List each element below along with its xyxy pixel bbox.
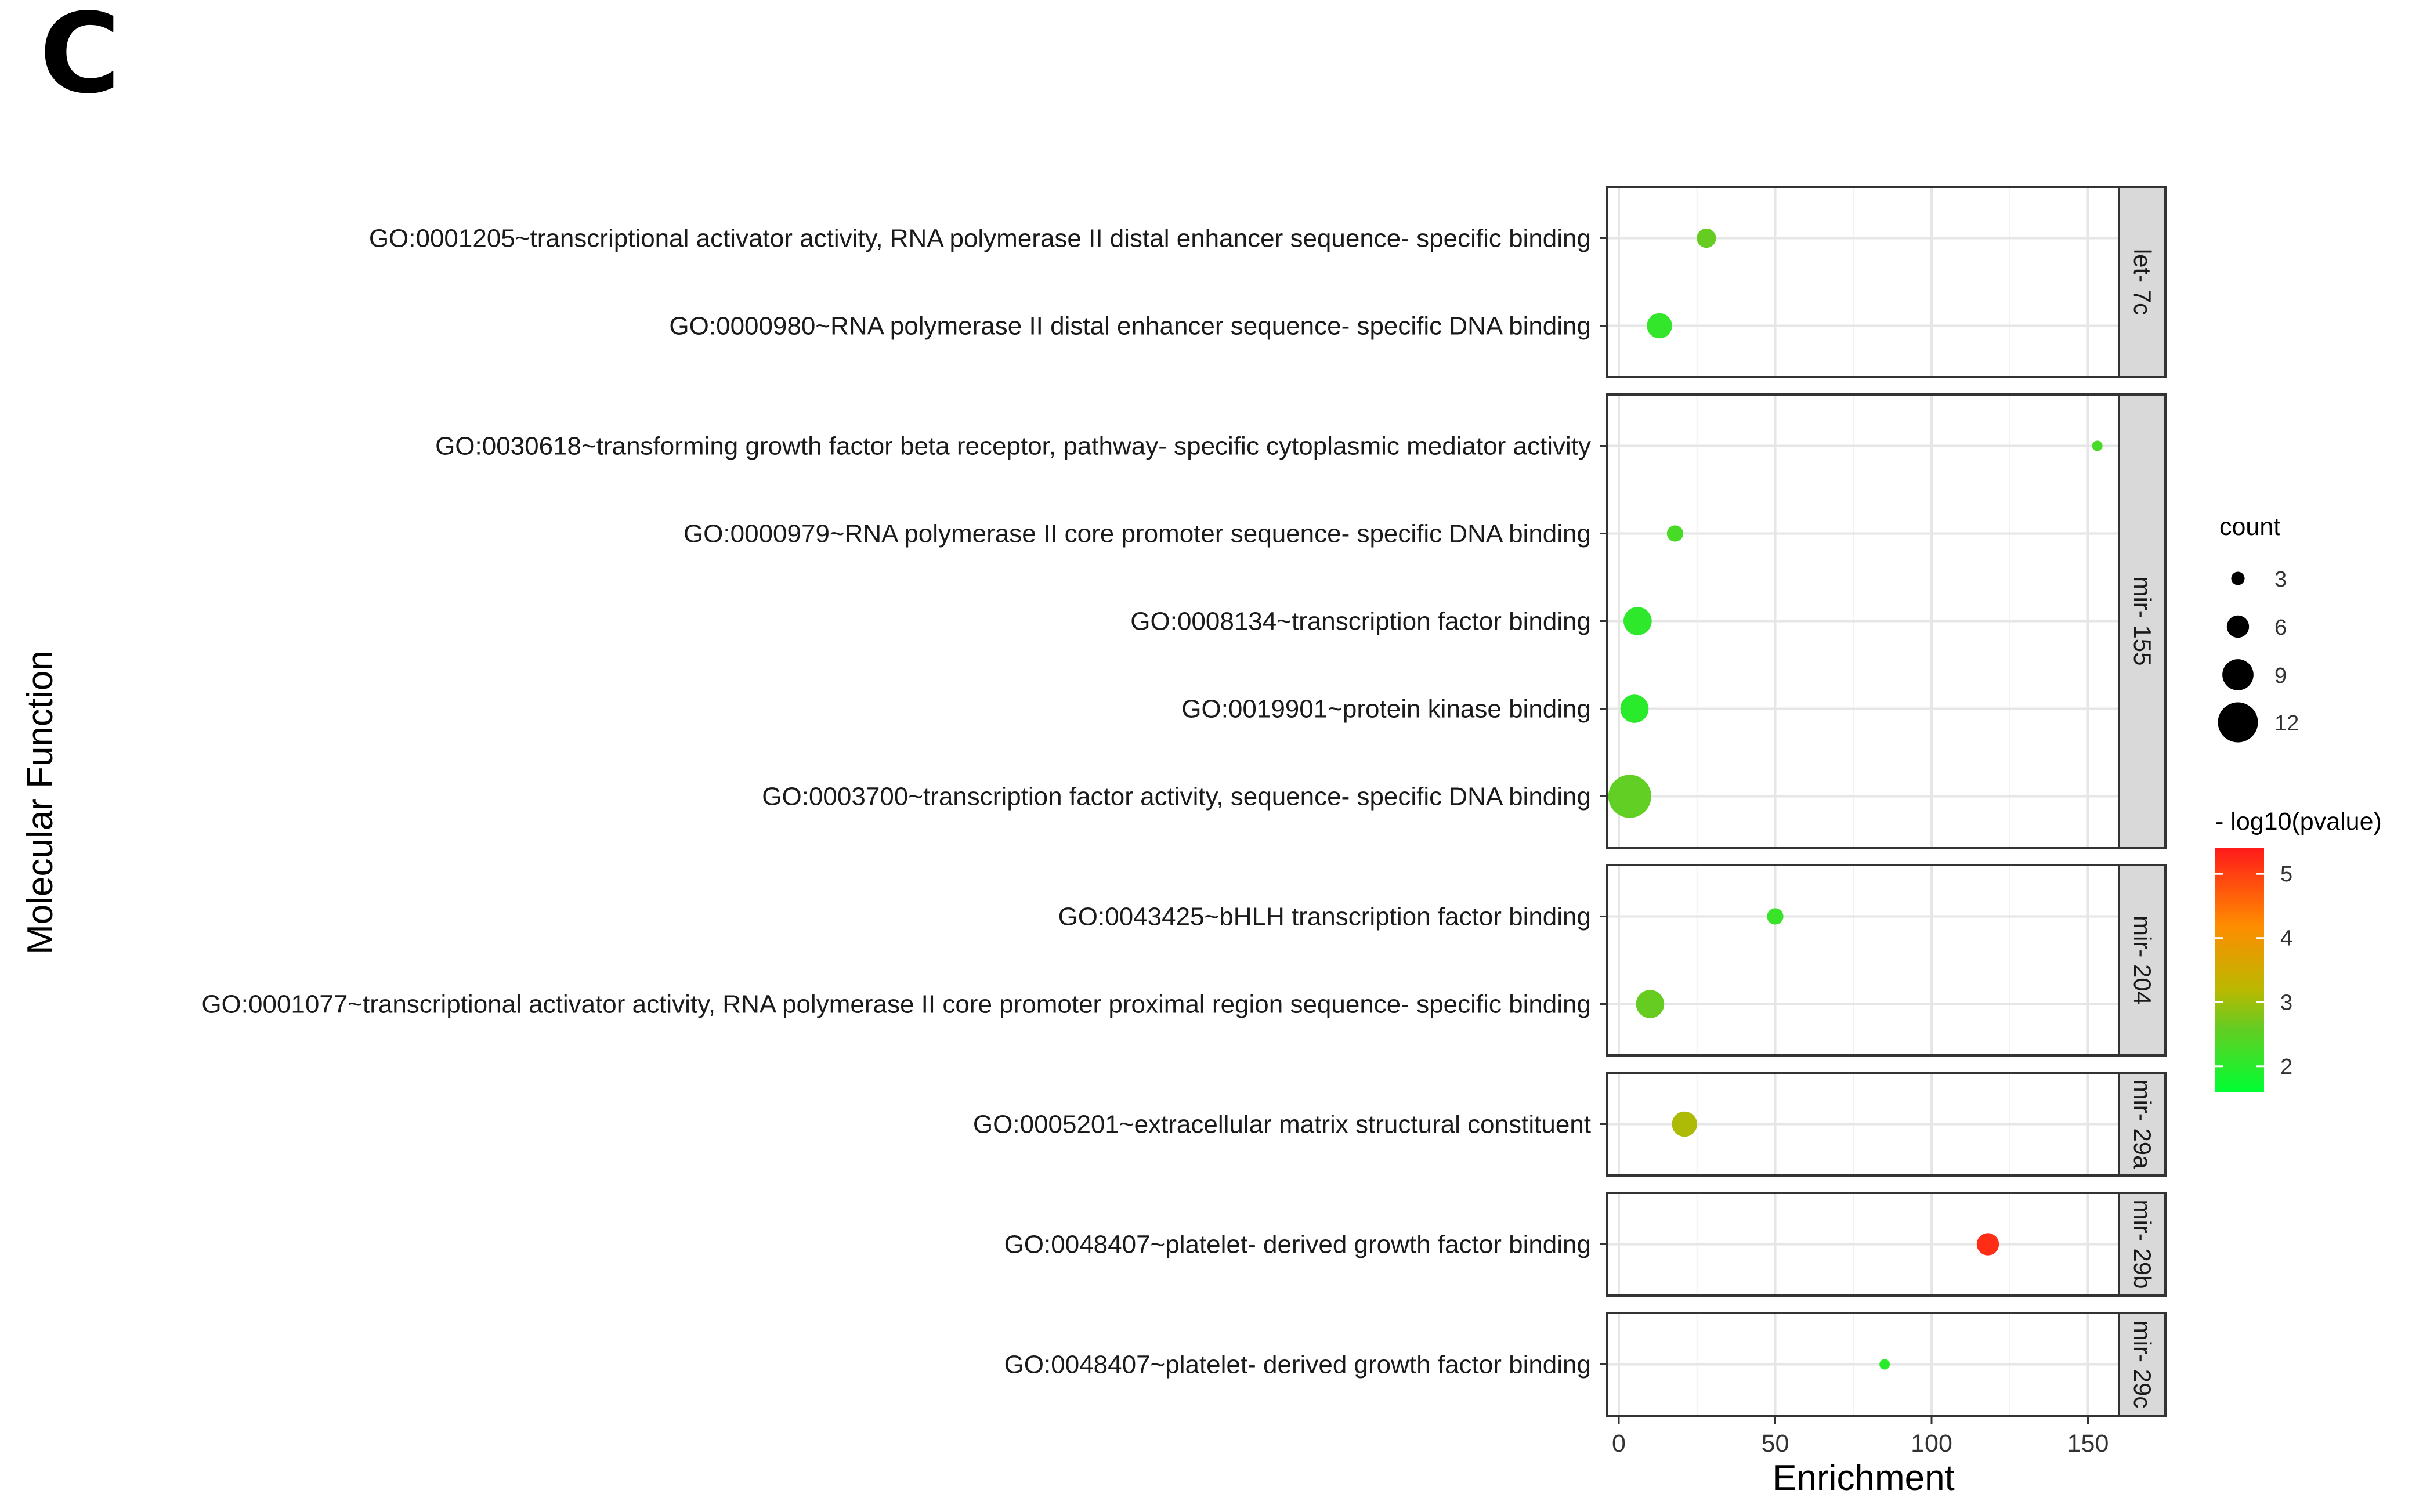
color-legend-title: - log10(pvalue): [2215, 808, 2382, 835]
facet-strip-label: mir- 29c: [2129, 1321, 2156, 1409]
go-term-label: GO:0043425~bHLH transcription factor bin…: [1058, 903, 1591, 931]
facet-strip-label: mir- 29b: [2129, 1199, 2156, 1289]
go-term-label: GO:0048407~platelet- derived growth fact…: [1004, 1351, 1591, 1379]
facet-strip: [2118, 393, 2167, 849]
go-term-label: GO:0001077~transcriptional activator act…: [201, 990, 1591, 1019]
size-legend-dot: [2222, 659, 2254, 690]
color-bar: [2215, 848, 2264, 1092]
go-term-label: GO:0000980~RNA polymerase II distal enha…: [669, 312, 1591, 341]
facet-mir-29c: GO:0048407~platelet- derived growth fact…: [1004, 1312, 2167, 1417]
size-legend-label: 6: [2274, 616, 2287, 640]
size-legend-dot: [2231, 571, 2245, 585]
size-legend-label: 9: [2274, 664, 2287, 688]
size-legend-dot: [2218, 702, 2258, 743]
x-tick-label: 0: [1612, 1430, 1626, 1457]
go-term-label: GO:0005201~extracellular matrix structur…: [973, 1111, 1591, 1139]
size-legend-title: count: [2219, 513, 2280, 541]
x-tick-label: 150: [2067, 1430, 2109, 1457]
go-term-label: GO:0008134~transcription factor binding: [1130, 607, 1591, 636]
data-point: [1672, 1111, 1697, 1137]
data-point: [1608, 775, 1651, 818]
facet-strip: [2118, 1312, 2167, 1417]
facet-mir-155: GO:0030618~transforming growth factor be…: [435, 393, 2167, 849]
plot-facets: GO:0001205~transcriptional activator act…: [201, 186, 2167, 1417]
size-legend-label: 12: [2274, 711, 2299, 736]
y-axis-title: Molecular Function: [20, 650, 60, 954]
go-term-label: GO:0048407~platelet- derived growth fact…: [1004, 1231, 1591, 1259]
data-point: [1767, 908, 1784, 925]
facet-strip-label: mir- 29a: [2129, 1079, 2156, 1169]
x-tick-label: 50: [1762, 1430, 1789, 1457]
facet-strip-label: let- 7c: [2129, 249, 2156, 315]
size-legend: count 3 6 9 12: [2218, 513, 2299, 743]
facet-strip-label: mir- 155: [2129, 576, 2156, 665]
data-point: [1976, 1233, 1999, 1256]
data-point: [1879, 1359, 1890, 1370]
size-legend-label: 3: [2274, 567, 2287, 592]
data-point: [1636, 990, 1665, 1018]
go-term-label: GO:0000979~RNA polymerase II core promot…: [684, 520, 1591, 548]
panel-background: [1607, 865, 2119, 1055]
facet-strip: [2118, 864, 2167, 1057]
size-legend-dot: [2226, 615, 2250, 638]
facet-strip: [2118, 1072, 2167, 1177]
panel-background: [1607, 187, 2119, 377]
data-point: [1623, 607, 1652, 635]
color-legend: - log10(pvalue) 2 3 4 5: [2215, 808, 2382, 1092]
go-term-label: GO:0019901~protein kinase binding: [1181, 695, 1591, 724]
facet-strip-label: mir- 204: [2129, 916, 2156, 1005]
go-term-label: GO:0001205~transcriptional activator act…: [369, 225, 1591, 253]
data-point: [1666, 525, 1684, 542]
data-point: [1620, 694, 1649, 723]
color-legend-label: 4: [2280, 927, 2292, 951]
x-axis: 0 50 100 150: [1612, 1416, 2109, 1457]
x-axis-title: Enrichment: [1773, 1458, 1955, 1498]
facet-mir-204: GO:0043425~bHLH transcription factor bin…: [201, 864, 2167, 1057]
x-tick-label: 100: [1911, 1430, 1952, 1457]
go-term-label: GO:0003700~transcription factor activity…: [762, 783, 1591, 811]
data-point: [1697, 228, 1716, 248]
facet-mir-29a: GO:0005201~extracellular matrix structur…: [973, 1072, 2167, 1177]
facet-let-7c: GO:0001205~transcriptional activator act…: [369, 186, 2167, 378]
facet-strip: [2118, 186, 2167, 378]
color-legend-label: 5: [2280, 862, 2292, 887]
data-point: [2092, 440, 2103, 451]
panel-label: C: [39, 0, 120, 118]
color-legend-label: 2: [2280, 1055, 2292, 1079]
color-legend-label: 3: [2280, 990, 2292, 1015]
go-term-label: GO:0030618~transforming growth factor be…: [435, 432, 1591, 461]
facet-strip: [2118, 1192, 2167, 1297]
data-point: [1647, 313, 1672, 339]
facet-mir-29b: GO:0048407~platelet- derived growth fact…: [1004, 1192, 2167, 1297]
